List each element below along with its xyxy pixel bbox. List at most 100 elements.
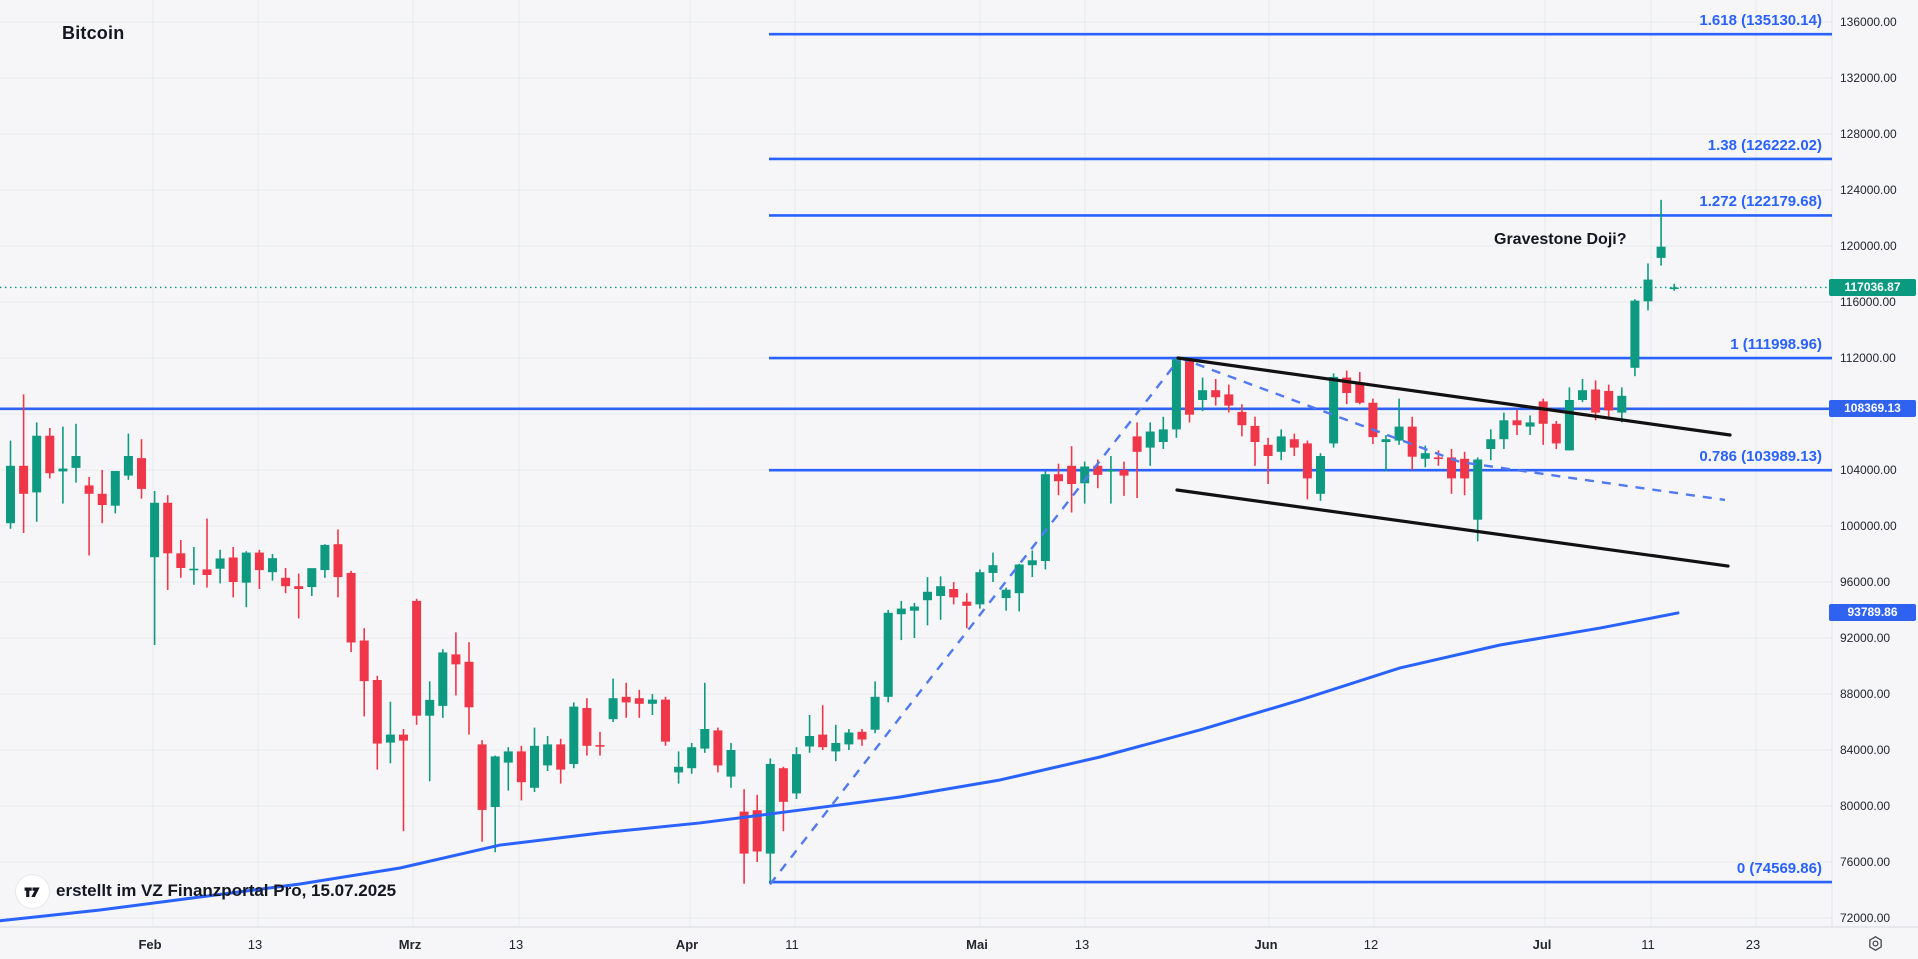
price-tick-label[interactable]: 112000.00	[1840, 351, 1896, 365]
candle-body	[647, 699, 657, 704]
candle-body	[1054, 474, 1063, 482]
candle-body	[1433, 457, 1443, 459]
candle-body	[595, 745, 605, 747]
fib-label-0786[interactable]: 0.786 (103989.13)	[1699, 448, 1822, 466]
moving-average-line[interactable]	[0, 611, 1680, 923]
time-tick-label[interactable]: 11	[1641, 937, 1655, 952]
time-tick-label[interactable]: 23	[1745, 937, 1761, 952]
price-tick-label[interactable]: 92000.00	[1840, 631, 1891, 645]
candle-body	[281, 577, 291, 587]
candle-body	[1302, 443, 1312, 479]
candle-body	[215, 558, 225, 569]
candle-body	[254, 552, 264, 571]
candle-body	[1460, 458, 1470, 479]
axis-settings-button[interactable]	[1859, 933, 1891, 953]
candle-body	[1040, 474, 1050, 561]
price-tick-label[interactable]: 132000.00	[1840, 71, 1897, 85]
price-tick-label[interactable]: 100000.00	[1840, 519, 1897, 533]
gear-icon	[1868, 935, 1882, 951]
candle-body	[805, 736, 815, 747]
time-tick-label[interactable]: Mrz	[398, 937, 422, 952]
fib-label-1272[interactable]: 1.272 (122179.68)	[1699, 193, 1822, 211]
candle-body	[202, 569, 212, 575]
candle-body	[1198, 390, 1208, 400]
price-tick-label[interactable]: 136000.00	[1840, 15, 1897, 29]
candle-body	[870, 696, 880, 730]
candle-body	[1551, 423, 1561, 444]
trendline-black-lower[interactable]	[1175, 488, 1730, 568]
candle-body	[1604, 390, 1614, 411]
candle-body	[857, 731, 867, 740]
time-tick-label[interactable]: Jun	[1254, 937, 1278, 952]
candle-body	[634, 698, 644, 704]
price-tick-label[interactable]: 120000.00	[1840, 239, 1897, 253]
time-tick-label[interactable]: Jul	[1532, 937, 1552, 952]
candle-body	[163, 502, 173, 554]
price-tick-label[interactable]: 80000.00	[1840, 799, 1891, 813]
price-tick-label[interactable]: 72000.00	[1840, 911, 1891, 925]
candle-body	[228, 557, 238, 582]
candle-body	[19, 465, 29, 494]
candle-body	[1316, 456, 1325, 494]
time-tick-label[interactable]: Feb	[138, 937, 162, 952]
candle-body	[1512, 420, 1522, 426]
candle-body	[241, 552, 251, 583]
fib-label-1[interactable]: 1 (111998.96)	[1730, 336, 1822, 353]
price-tick-label[interactable]: 128000.00	[1840, 127, 1897, 141]
candle-body	[1591, 389, 1601, 413]
time-tick-label[interactable]: Mai	[966, 937, 988, 952]
candle-body	[71, 456, 81, 468]
price-tick-label[interactable]: 88000.00	[1840, 687, 1891, 701]
time-tick-label[interactable]: 13	[1074, 937, 1090, 952]
candle-body	[320, 544, 330, 571]
candle-body	[936, 586, 946, 596]
price-tick-label[interactable]: 116000.00	[1840, 295, 1896, 309]
candle-body	[1407, 426, 1417, 457]
candle-body	[1067, 465, 1077, 484]
chart-title: Bitcoin	[62, 23, 125, 43]
time-tick-label[interactable]: 13	[508, 937, 524, 952]
candle-body	[713, 730, 723, 766]
time-tick-label[interactable]: Apr	[675, 937, 699, 952]
candle-body	[1158, 429, 1168, 442]
candle-body	[1538, 401, 1548, 424]
trendline-black-upper[interactable]	[1176, 356, 1732, 437]
price-tick-label[interactable]: 96000.00	[1840, 575, 1891, 589]
candle-body	[1171, 359, 1181, 430]
candle-body	[137, 458, 146, 489]
current-price-badge: 117036.87	[1829, 278, 1916, 296]
fib-label-138[interactable]: 1.38 (126222.02)	[1707, 136, 1822, 154]
trendline-dashed-down[interactable]	[1179, 356, 1726, 502]
price-tick-label[interactable]: 76000.00	[1840, 855, 1891, 869]
candle-body	[739, 811, 749, 854]
candle-body	[333, 544, 343, 578]
candle-body	[1381, 439, 1391, 442]
candle-body	[110, 470, 120, 506]
tradingview-logo[interactable]	[16, 875, 49, 908]
time-tick-label[interactable]: 11	[785, 937, 799, 952]
price-tick-label[interactable]: 84000.00	[1840, 743, 1891, 757]
price-tick-label[interactable]: 124000.00	[1840, 183, 1897, 197]
fib-label-1618[interactable]: 1.618 (135130.14)	[1699, 12, 1822, 30]
candle-body	[923, 591, 932, 601]
candle-body	[1014, 564, 1024, 594]
time-tick-label[interactable]: 12	[1363, 937, 1379, 952]
candle-body	[831, 743, 841, 752]
candle-body	[909, 606, 919, 611]
candle-body	[1617, 395, 1627, 413]
candle-body	[661, 699, 670, 742]
candle-body	[608, 698, 618, 720]
candle-body	[1669, 287, 1679, 290]
time-tick-label[interactable]: 13	[247, 937, 263, 952]
candle-body	[1132, 436, 1142, 452]
candle-body	[765, 764, 775, 854]
candle-body	[1643, 279, 1653, 302]
candle-body	[32, 435, 42, 493]
price-tick-label[interactable]: 104000.00	[1840, 463, 1897, 477]
fib-label-0[interactable]: 0 (74569.86)	[1736, 860, 1822, 878]
candle-body	[700, 729, 710, 749]
candle-body	[582, 708, 592, 746]
candle-body	[503, 751, 513, 763]
candle-body	[792, 754, 801, 794]
